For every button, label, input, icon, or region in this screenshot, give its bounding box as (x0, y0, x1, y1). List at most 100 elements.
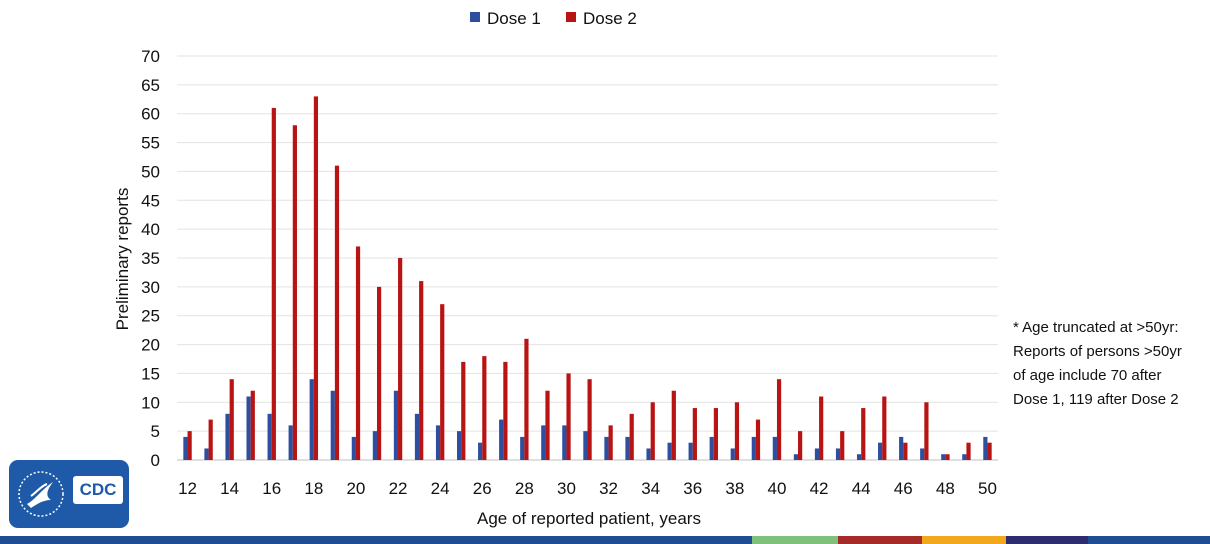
cdc-logo: CDC (9, 460, 129, 528)
bar-dose-1-age-50 (983, 436, 988, 460)
bar-dose-2-age-15 (250, 390, 255, 460)
y-tick-label: 55 (141, 134, 160, 153)
bar-dose-2-age-14 (229, 379, 234, 460)
x-axis-label: Age of reported patient, years (477, 509, 701, 528)
bar-dose-2-age-20 (355, 246, 361, 460)
y-tick-label: 50 (141, 162, 160, 181)
bar-dose-1-age-14 (225, 413, 230, 460)
bar-dose-2-age-22 (398, 258, 403, 460)
x-axis-ticks: 12 14 16 18 20 22 24 26 28 30 32 34 36 38 40 42 44 46 48 50 (178, 479, 997, 498)
y-tick-label: 35 (141, 249, 160, 268)
bar-dose-1-age-45 (878, 442, 883, 460)
x-tick-label: 38 (725, 479, 744, 498)
age-truncation-note: * Age truncated at >50yr: Reports of per… (1013, 316, 1208, 412)
bar-dose-2-age-48 (945, 454, 950, 460)
bar-dose-1-age-47 (920, 448, 925, 460)
y-tick-label: 65 (141, 76, 160, 95)
x-tick-label: 34 (641, 479, 660, 498)
bar-dose-2-age-33 (629, 413, 634, 460)
x-tick-label: 24 (431, 479, 450, 498)
bar-dose-1-age-27 (499, 419, 504, 460)
bar-dose-2-age-39 (755, 419, 761, 460)
bar-dose-2-age-40 (776, 379, 782, 460)
bar-dose-1-age-40 (772, 436, 777, 460)
bar-dose-2-age-36 (692, 408, 697, 460)
note-line: Dose 1, 119 after Dose 2 (1013, 391, 1179, 408)
bar-dose-1-age-42 (814, 448, 820, 460)
bar-dose-1-age-39 (751, 436, 756, 460)
y-axis-ticks: 0 5 10 15 20 25 30 35 40 45 50 55 60 65 70 (141, 47, 160, 470)
bar-dose-2-age-25 (461, 361, 466, 460)
bar-dose-2-age-29 (545, 390, 550, 460)
bar-dose-1-age-46 (899, 436, 904, 460)
bar-dose-2-age-27 (503, 361, 508, 460)
bar-dose-1-age-30 (562, 425, 567, 460)
bar-dose-1-age-24 (435, 425, 441, 460)
bar-dose-2-age-16 (271, 107, 276, 460)
bar-dose-1-age-34 (646, 448, 651, 460)
bar-dose-1-age-41 (793, 454, 799, 460)
bar-dose-1-age-32 (604, 436, 609, 460)
bar-dose-1-age-12 (183, 436, 188, 460)
footer-color-bar (0, 536, 1210, 544)
bar-dose-1-age-38 (730, 448, 735, 460)
note-line: Reports of persons >50yr (1013, 343, 1182, 360)
bar-dose-1-age-13 (204, 448, 209, 460)
bar-dose-1-age-28 (520, 436, 525, 460)
y-tick-label: 45 (141, 191, 160, 210)
y-tick-label: 30 (141, 278, 160, 297)
bar-dose-2-age-49 (966, 442, 971, 460)
bar-dose-2-age-28 (524, 338, 529, 460)
bar-dose-2-age-42 (819, 396, 824, 460)
y-tick-label: 70 (141, 47, 160, 66)
bar-dose-2-age-44 (861, 408, 866, 460)
y-tick-label: 20 (141, 336, 160, 355)
legend-label-dose-1: Dose 1 (487, 9, 541, 28)
x-tick-label: 26 (473, 479, 492, 498)
footer-segment (0, 536, 752, 544)
x-tick-label: 20 (346, 479, 365, 498)
bar-dose-2-age-37 (713, 408, 719, 460)
x-tick-label: 44 (852, 479, 871, 498)
bar-dose-1-age-29 (541, 425, 546, 460)
bar-dose-1-age-16 (267, 413, 272, 460)
bar-dose-1-age-44 (856, 454, 862, 460)
bar-dose-1-age-15 (246, 396, 251, 460)
x-tick-label: 14 (220, 479, 239, 498)
bar-dose-2-age-34 (650, 402, 655, 460)
bar-dose-2-age-21 (376, 286, 382, 460)
x-tick-label: 46 (894, 479, 913, 498)
bar-dose-2-age-18 (313, 96, 319, 461)
x-tick-label: 42 (810, 479, 829, 498)
bar-dose-1-age-43 (835, 448, 841, 460)
bar-dose-1-age-49 (962, 454, 967, 460)
bar-dose-1-age-37 (709, 436, 714, 460)
x-tick-label: 36 (683, 479, 702, 498)
bar-dose-2-age-30 (566, 373, 571, 460)
bar-dose-2-age-43 (840, 431, 845, 460)
legend: Dose 1 Dose 2 (470, 9, 637, 28)
bar-dose-1-age-18 (309, 379, 314, 460)
footer-segment (752, 536, 838, 544)
bar-dose-2-age-35 (671, 390, 676, 460)
bar-dose-1-age-22 (393, 390, 399, 460)
x-tick-label: 30 (557, 479, 576, 498)
x-tick-label: 18 (304, 479, 323, 498)
bars (183, 96, 992, 461)
bar-dose-2-age-38 (734, 402, 740, 460)
x-tick-label: 16 (262, 479, 281, 498)
bar-dose-2-age-24 (440, 304, 445, 460)
bar-dose-1-age-19 (330, 390, 335, 460)
y-tick-label: 5 (151, 422, 160, 441)
bar-dose-2-age-46 (903, 442, 908, 460)
y-axis-label: Preliminary reports (113, 188, 132, 331)
y-tick-label: 10 (141, 393, 160, 412)
footer-segment (922, 536, 1006, 544)
note-line: * Age truncated at >50yr: (1013, 319, 1179, 336)
bar-dose-2-age-13 (208, 419, 213, 460)
bar-dose-2-age-31 (587, 379, 592, 460)
bar-dose-2-age-45 (882, 396, 887, 460)
bar-dose-1-age-21 (372, 431, 377, 460)
x-tick-label: 28 (515, 479, 534, 498)
